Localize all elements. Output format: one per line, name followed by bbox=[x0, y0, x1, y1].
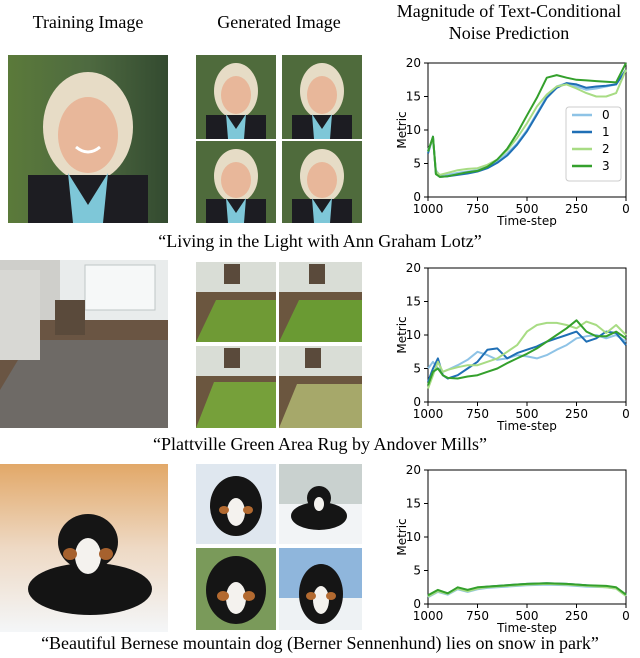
series-line-3 bbox=[427, 319, 627, 386]
y-axis-label: Metric bbox=[395, 518, 409, 555]
x-axis-label: Time-step bbox=[496, 214, 557, 227]
y-tick-label: 20 bbox=[406, 261, 421, 275]
y-tick-label: 5 bbox=[413, 564, 421, 578]
generated-dog-1 bbox=[196, 464, 276, 544]
series-line-3 bbox=[427, 62, 627, 178]
header-magnitude: Magnitude of Text-Conditional Noise Pred… bbox=[396, 1, 622, 43]
generated-dog-3 bbox=[196, 548, 276, 630]
x-tick-label: 250 bbox=[565, 407, 588, 421]
y-axis-label: Metric bbox=[395, 111, 409, 148]
legend-box bbox=[565, 106, 622, 182]
y-tick-label: 15 bbox=[406, 90, 421, 104]
series-line-2 bbox=[427, 320, 627, 389]
y-tick-label: 5 bbox=[413, 362, 421, 376]
chart-2: 0 5 10 15 20 1000 750 500 250 0 Time-step Metric bbox=[376, 260, 638, 433]
training-image-portrait bbox=[8, 55, 168, 223]
header-training-image: Training Image bbox=[32, 12, 144, 32]
chart-1: 0 5 10 15 20 1000 750 500 250 0 Time-step Metric 0 1 2… bbox=[376, 55, 638, 228]
x-tick-label: 1000 bbox=[413, 202, 444, 216]
y-tick-label: 10 bbox=[406, 328, 421, 342]
x-tick-label: 500 bbox=[516, 202, 539, 216]
caption-2: “Plattville Green Area Rug by Andover Mi… bbox=[153, 434, 487, 454]
y-tick-label: 0 bbox=[413, 597, 421, 611]
legend-label-1: 1 bbox=[602, 125, 610, 139]
x-axis-label: Time-step bbox=[496, 419, 557, 432]
legend-label-2: 2 bbox=[602, 142, 610, 156]
legend-label-3: 3 bbox=[602, 159, 610, 173]
chart-3: 0 5 10 15 20 1000 750 500 250 0 Time-step Metric bbox=[376, 462, 638, 635]
y-tick-label: 20 bbox=[406, 56, 421, 70]
header-generated-image: Generated Image bbox=[217, 12, 341, 32]
y-axis-label: Metric bbox=[395, 316, 409, 353]
x-tick-label: 750 bbox=[466, 609, 489, 623]
y-tick-label: 20 bbox=[406, 463, 421, 477]
caption-1: “Living in the Light with Ann Graham Lot… bbox=[158, 231, 482, 251]
caption-3: “Beautiful Bernese mountain dog (Berner … bbox=[41, 633, 599, 653]
generated-rug-2 bbox=[279, 262, 362, 342]
x-tick-label: 750 bbox=[466, 202, 489, 216]
x-tick-label: 1000 bbox=[413, 407, 444, 421]
y-tick-label: 0 bbox=[413, 190, 421, 204]
legend-label-0: 0 bbox=[602, 108, 610, 122]
y-tick-label: 15 bbox=[406, 295, 421, 309]
y-tick-label: 10 bbox=[406, 123, 421, 137]
training-image-rug-room bbox=[0, 260, 168, 428]
y-tick-label: 10 bbox=[406, 530, 421, 544]
x-tick-label: 250 bbox=[565, 609, 588, 623]
x-tick-label: 750 bbox=[466, 407, 489, 421]
x-tick-label: 500 bbox=[516, 609, 539, 623]
generated-rug-1 bbox=[196, 262, 276, 342]
x-tick-label: 0 bbox=[622, 609, 630, 623]
series-line-3 bbox=[427, 582, 627, 597]
y-tick-label: 15 bbox=[406, 497, 421, 511]
generated-dog-4 bbox=[279, 548, 362, 630]
generated-portrait-4 bbox=[282, 141, 362, 223]
generated-portrait-3 bbox=[196, 141, 276, 223]
training-image-dog bbox=[0, 464, 168, 632]
x-tick-label: 0 bbox=[622, 407, 630, 421]
y-tick-label: 0 bbox=[413, 395, 421, 409]
series-line-2 bbox=[427, 69, 627, 176]
generated-portrait-2 bbox=[282, 55, 362, 139]
generated-rug-3 bbox=[196, 346, 276, 428]
x-tick-label: 500 bbox=[516, 407, 539, 421]
x-tick-label: 250 bbox=[565, 202, 588, 216]
generated-rug-4 bbox=[279, 346, 362, 428]
x-tick-label: 1000 bbox=[413, 609, 444, 623]
generated-portrait-1 bbox=[196, 55, 276, 139]
x-tick-label: 0 bbox=[622, 202, 630, 216]
y-tick-label: 5 bbox=[413, 157, 421, 171]
generated-dog-2 bbox=[279, 464, 362, 544]
x-axis-label: Time-step bbox=[496, 621, 557, 634]
